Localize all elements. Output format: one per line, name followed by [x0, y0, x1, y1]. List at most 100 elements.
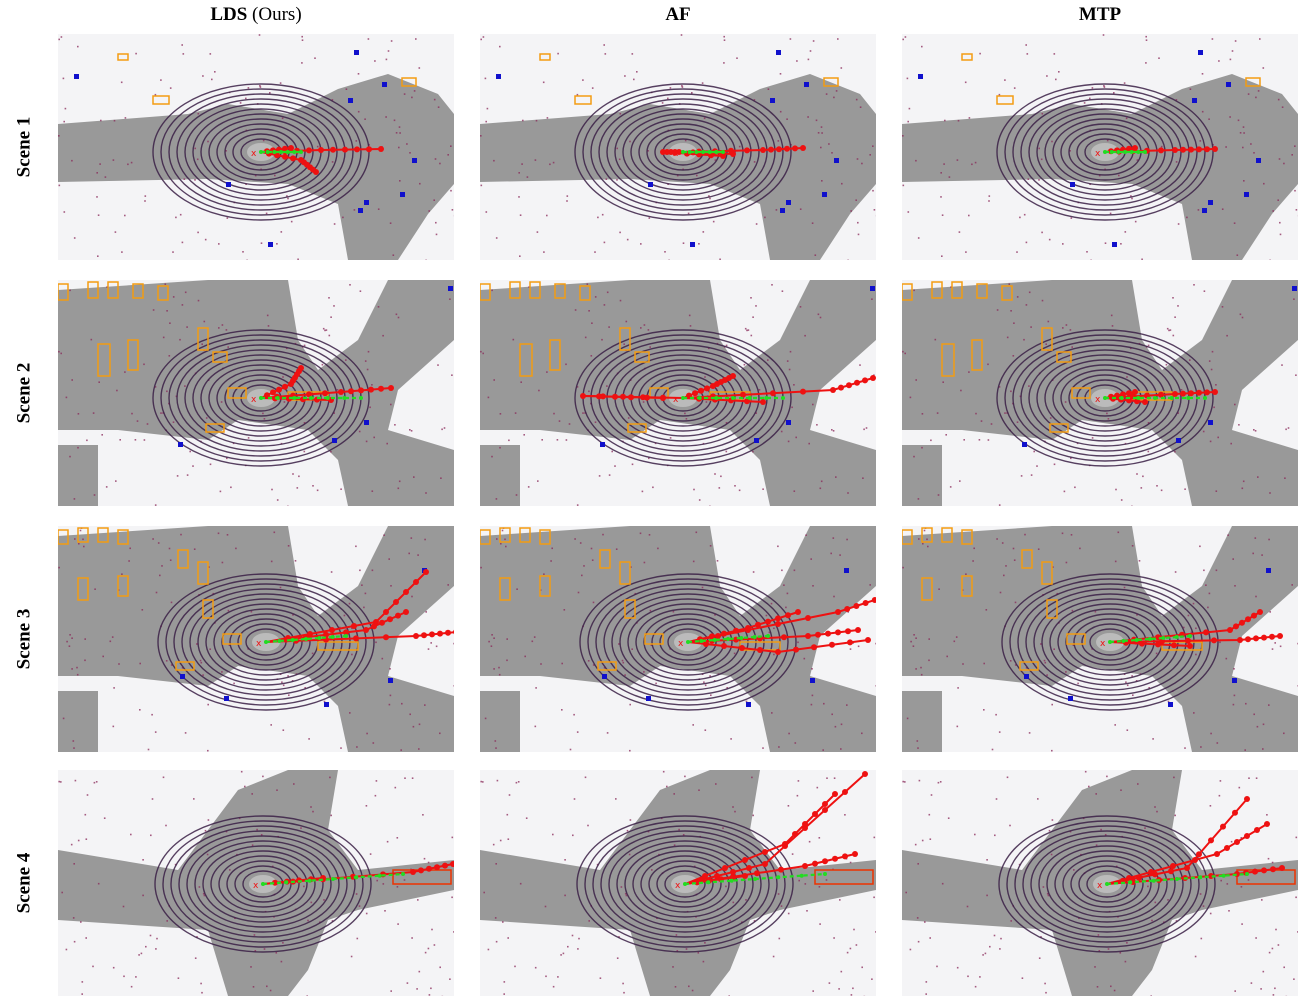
lidar-point — [330, 450, 332, 453]
lidar-point — [631, 463, 634, 466]
prediction-point — [306, 391, 312, 398]
prediction-point — [366, 146, 372, 153]
lidar-point — [1274, 987, 1276, 990]
lidar-point — [303, 344, 306, 347]
prediction-point — [703, 641, 709, 647]
scene-3-lds-panel: x — [58, 526, 454, 752]
lidar-ring — [154, 815, 372, 953]
lidar-point — [902, 566, 904, 569]
lidar-point — [1096, 986, 1099, 988]
lidar-point — [1006, 412, 1008, 414]
lidar-point — [907, 211, 910, 213]
lidar-point — [577, 948, 579, 950]
lidar-point — [967, 975, 969, 978]
lidar-point — [620, 886, 623, 888]
prediction-point — [672, 149, 678, 156]
pedestrian-marker — [810, 678, 815, 683]
prediction-point — [450, 861, 454, 867]
lidar-point — [537, 480, 539, 482]
lidar-point — [411, 777, 414, 779]
lidar-point — [791, 853, 794, 855]
prediction-point — [368, 386, 374, 393]
lidar-point — [1062, 327, 1064, 329]
lidar-point — [577, 591, 580, 594]
lidar-point — [1215, 569, 1218, 572]
lidar-point — [506, 813, 509, 816]
lidar-point — [357, 73, 360, 75]
lidar-point — [260, 242, 263, 244]
lidar-point — [209, 463, 212, 466]
bev-scene-plot: x — [58, 280, 454, 506]
lidar-point — [1024, 533, 1026, 536]
lidar-point — [1037, 548, 1040, 550]
lidar-point — [280, 960, 283, 963]
prediction-point — [1184, 865, 1190, 871]
lidar-point — [691, 989, 694, 992]
lidar-point — [871, 298, 873, 300]
lidar-point — [1010, 920, 1012, 922]
lidar-point — [853, 928, 855, 931]
lidar-point — [1120, 789, 1122, 791]
lidar-point — [590, 355, 593, 357]
lidar-point — [844, 814, 846, 816]
lidar-point — [783, 584, 785, 586]
ground-truth-point — [681, 396, 685, 400]
lidar-point — [412, 725, 415, 728]
lidar-point — [714, 473, 716, 475]
lidar-point — [262, 139, 265, 142]
lidar-point — [1037, 798, 1039, 800]
lidar-point — [1046, 674, 1048, 676]
lidar-point — [307, 919, 309, 922]
lidar-point — [385, 58, 388, 61]
prediction-point — [423, 569, 429, 575]
lidar-point — [1225, 657, 1228, 660]
ego-marker: x — [251, 149, 257, 159]
lidar-point — [1261, 554, 1263, 556]
lidar-point — [116, 389, 118, 392]
lidar-point — [269, 989, 272, 992]
ego-marker: x — [253, 881, 259, 891]
lidar-point — [1169, 329, 1172, 331]
lidar-point — [955, 636, 958, 638]
lidar-point — [918, 779, 921, 782]
lidar-point — [947, 817, 950, 819]
lidar-point — [920, 666, 922, 669]
lidar-point — [1284, 477, 1286, 479]
lidar-point — [375, 641, 377, 644]
lidar-point — [166, 920, 168, 922]
lidar-point — [382, 883, 385, 885]
lidar-point — [667, 97, 669, 100]
lidar-point — [956, 159, 959, 161]
lidar-point — [1065, 324, 1068, 326]
lidar-point — [449, 298, 451, 300]
prediction-point — [1120, 391, 1126, 398]
vehicle-bounding-box — [1041, 561, 1053, 585]
lidar-point — [518, 196, 520, 198]
lidar-point — [1042, 886, 1045, 888]
lidar-point — [400, 749, 402, 751]
lidar-point — [1244, 749, 1246, 751]
lidar-point — [787, 805, 790, 807]
prediction-point — [721, 643, 727, 649]
vehicle-bounding-box — [1049, 423, 1069, 433]
lidar-point — [809, 50, 812, 52]
lidar-point — [558, 420, 561, 422]
lidar-ring — [208, 118, 314, 186]
lidar-point — [443, 427, 446, 429]
lidar-point — [915, 159, 917, 162]
lidar-point — [755, 412, 757, 414]
vehicle-bounding-box — [554, 283, 566, 299]
lidar-point — [1136, 159, 1139, 161]
lidar-point — [819, 316, 822, 319]
lidar-point — [693, 488, 695, 491]
lidar-point — [194, 957, 197, 959]
lidar-point — [303, 450, 306, 453]
lidar-point — [217, 532, 220, 535]
lidar-point — [1155, 652, 1158, 655]
prediction-point — [442, 862, 448, 869]
lidar-point — [1030, 326, 1032, 328]
lidar-point — [1184, 747, 1186, 749]
lidar-point — [928, 813, 931, 816]
lidar-point — [487, 948, 490, 951]
lidar-point — [621, 659, 624, 662]
